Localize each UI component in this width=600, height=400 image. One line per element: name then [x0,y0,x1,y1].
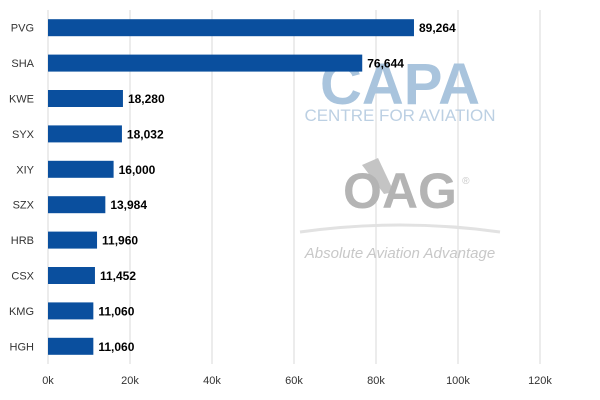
bar-value-label: 11,452 [100,269,136,283]
x-tick-label: 20k [121,375,139,387]
bar [48,54,363,72]
y-tick-label: SYX [12,129,35,141]
y-tick-label: CSX [11,271,34,283]
bar-value-label: 76,644 [367,57,404,71]
y-tick-label: HGH [10,341,35,353]
y-tick-label: SHA [11,58,34,70]
bar [48,267,95,284]
bar-value-label: 89,264 [419,21,456,35]
bar-value-label: 18,280 [128,92,165,106]
bar [48,160,114,178]
y-tick-label: XIY [16,164,34,176]
x-tick-label: 80k [367,375,385,387]
bar [48,125,122,143]
bar [48,196,106,214]
bars [48,19,414,355]
bar-value-label: 11,960 [102,234,138,248]
x-tick-label: 120k [528,375,552,387]
oag-divider [299,223,501,234]
x-tick-label: 100k [446,375,470,387]
bar-value-label: 13,984 [110,198,147,212]
watermark-logos: CAPA CENTRE FOR AVIATION OAG ® Absolute … [299,52,501,262]
value-labels: 89,264 76,644 18,280 18,032 16,000 13,984 11,9… [98,21,456,354]
bar-value-label: 16,000 [119,163,156,177]
oag-registered-mark: ® [462,176,470,187]
y-tick-label: KWE [9,94,34,106]
bar-value-label: 11,060 [98,304,134,318]
bar [48,302,94,320]
y-tick-label: SZX [13,200,35,212]
oag-tagline: Absolute Aviation Advantage [304,245,495,262]
x-tick-label: 40k [203,375,221,387]
capa-subtitle: CENTRE FOR AVIATION [304,106,495,125]
y-tick-label: KMG [9,306,34,318]
bar-value-label: 18,032 [127,127,164,141]
oag-swoosh-icon [362,158,394,194]
y-axis-labels: PVG SHA KWE SYX XIY SZX HRB CSX KMG HGH [9,23,35,354]
bar-value-label: 11,060 [98,340,134,354]
bar [48,90,123,107]
bar [48,19,414,37]
x-tick-label: 60k [285,375,303,387]
bar [48,337,94,355]
y-tick-label: PVG [11,23,34,35]
x-tick-label: 0k [42,375,54,387]
x-axis-labels: 0k 20k 40k 60k 80k 100k 120k [42,375,552,387]
y-tick-label: HRB [11,235,34,247]
oag-logo: OAG [343,163,457,219]
bar [48,231,98,249]
